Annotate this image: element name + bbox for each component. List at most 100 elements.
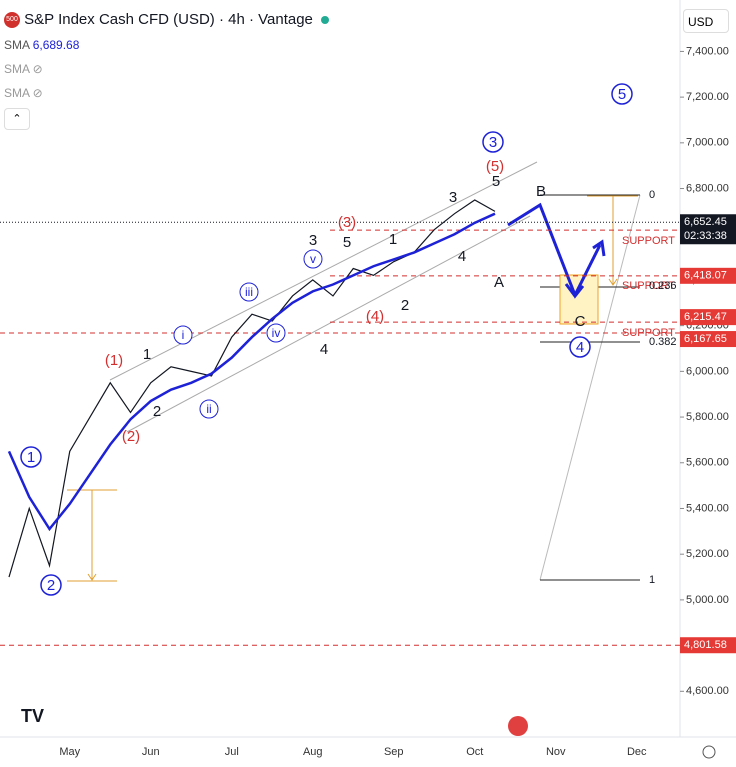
wave-label: 3: [449, 189, 457, 206]
projection-path: [507, 202, 602, 299]
indicator: SMA ⊘: [4, 86, 43, 100]
wave-label: 4: [458, 248, 466, 265]
x-tick-label: Jul: [225, 746, 239, 758]
wave-label: i: [182, 328, 185, 342]
wave-circle: [569, 336, 591, 358]
price-tag: [680, 331, 736, 348]
y-tick-label: 7,200.00: [686, 91, 729, 103]
collapse-button[interactable]: ⌃: [4, 108, 30, 130]
wave-label: 3: [489, 134, 497, 151]
header: 500 S&P Index Cash CFD (USD) · 4h · Vant…: [4, 11, 330, 29]
fib-label: 1: [649, 574, 655, 586]
price-tag-label: 6,418.07: [684, 270, 727, 282]
wave-label: 4: [576, 339, 584, 356]
status-dot: [321, 16, 330, 24]
price-tag-label: 6,167.65: [684, 333, 727, 345]
indicator-name: SMA: [4, 86, 30, 100]
sma-line: [7, 212, 496, 532]
logo: TV: [21, 706, 44, 726]
countdown: 02:33:38: [684, 230, 727, 242]
x-tick-label: Oct: [466, 746, 483, 758]
wave-circle: [20, 446, 42, 468]
measure-tool: [67, 195, 638, 582]
y-tick-label: 6,800.00: [686, 182, 729, 194]
wave-label: 3: [309, 232, 317, 249]
y-tick-label: 5,000.00: [686, 594, 729, 606]
y-tick-label: 4,600.00: [686, 685, 729, 697]
price-tag-label: 6,215.47: [684, 311, 727, 323]
settings-icon[interactable]: [702, 745, 716, 759]
symbol-title: S&P Index Cash CFD (USD) · 4h · Vantage: [24, 11, 313, 28]
wave-label: 4: [320, 341, 328, 358]
x-tick-label: May: [59, 746, 80, 758]
fib-label: 0.382: [649, 336, 677, 348]
wave-label: (4): [366, 308, 384, 325]
wave-label: A: [494, 274, 504, 291]
support-label: SUPPORT: [622, 327, 675, 339]
wave-circle: [40, 574, 62, 596]
last-price-tag: [680, 214, 736, 245]
wave-circle: [611, 83, 633, 105]
wave-label: (1): [105, 352, 123, 369]
wave-circle: [173, 325, 193, 345]
wave-label: iii: [245, 285, 253, 299]
wave-label: C: [575, 313, 586, 330]
indicator-name: SMA: [4, 62, 30, 76]
x-tick-label: Jun: [142, 746, 160, 758]
x-tick-label: Dec: [627, 746, 647, 758]
wave-label: 2: [153, 403, 161, 420]
x-tick-label: Nov: [546, 746, 566, 758]
y-tick-label: 5,400.00: [686, 502, 729, 514]
price-tag: [680, 309, 736, 326]
wave-label: v: [310, 252, 316, 266]
projection-arrow: [592, 239, 606, 257]
wave-label: B: [536, 183, 546, 200]
wave-label: 2: [401, 297, 409, 314]
wave-circle: [199, 399, 219, 419]
last-price-label: 6,652.45: [684, 216, 727, 228]
wave-label: 5: [343, 234, 351, 251]
wave-circle: [482, 131, 504, 153]
wave-label: ii: [206, 402, 211, 416]
fib-label: 0: [649, 189, 655, 201]
wave-label: 1: [27, 449, 35, 466]
currency-button[interactable]: USD: [683, 9, 729, 33]
price-tag: [680, 637, 736, 654]
fib-trend-line: [539, 194, 641, 581]
wave-circle: [266, 323, 286, 343]
indicator: SMA 6,689.68: [4, 38, 79, 52]
indicator-name: SMA: [4, 38, 30, 52]
wave-label: (5): [486, 158, 504, 175]
x-tick-label: Aug: [303, 746, 323, 758]
wave-label: 5: [618, 86, 626, 103]
wave-label: 1: [143, 346, 151, 363]
channel-line: [126, 215, 531, 433]
y-tick-label: 5,800.00: [686, 411, 729, 423]
indicator-value: 6,689.68: [32, 38, 80, 52]
wave-circle: [303, 249, 323, 269]
wave-label: 5: [492, 173, 500, 190]
y-tick-label: 6,000.00: [686, 365, 729, 377]
y-tick-label: 5,600.00: [686, 457, 729, 469]
wave-label: 2: [47, 577, 55, 594]
wave-circle: [239, 282, 259, 302]
y-tick-label: 5,200.00: [686, 548, 729, 560]
price-tag-label: 4,801.58: [684, 639, 727, 651]
fib-label: 0.236: [649, 280, 677, 292]
wave-label: 1: [389, 231, 397, 248]
target-box: [559, 274, 599, 325]
symbol-icon: 500: [4, 12, 20, 29]
y-tick-label: 7,400.00: [686, 45, 729, 57]
wave-label: (3): [338, 214, 356, 231]
wave-label: iv: [272, 326, 281, 340]
indicator: SMA ⊘: [4, 62, 43, 76]
event-icon[interactable]: [508, 716, 528, 736]
x-tick-label: Sep: [384, 746, 404, 758]
y-tick-label: 7,000.00: [686, 137, 729, 149]
support-label: SUPPORT: [622, 235, 675, 247]
support-label: SUPPORT: [622, 280, 675, 292]
projection-arrow: [564, 283, 585, 299]
